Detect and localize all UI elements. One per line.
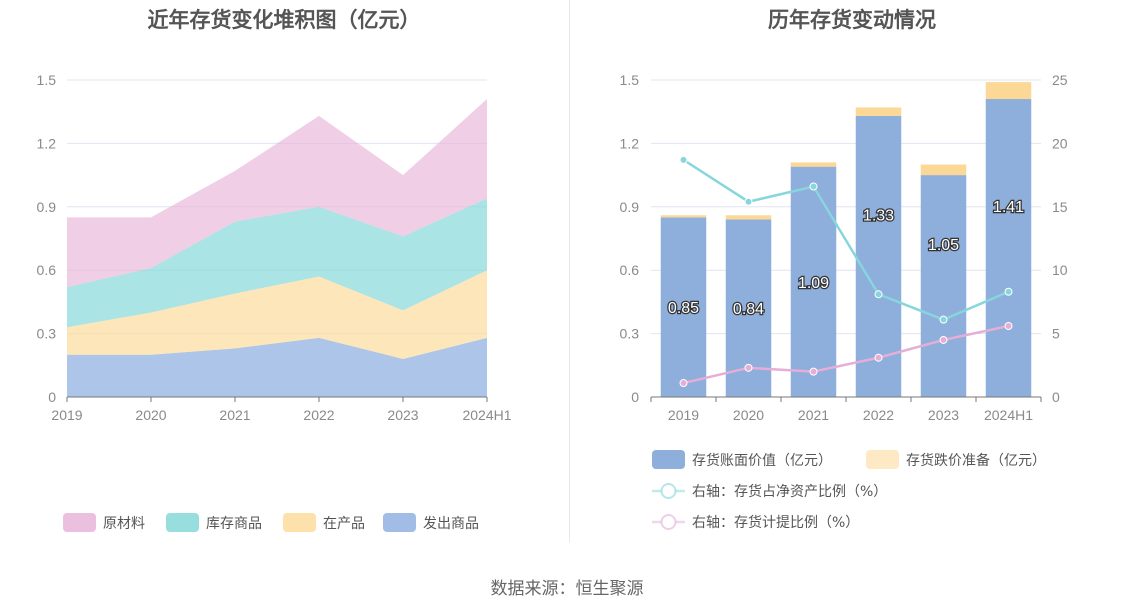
y2-tick-label: 20	[1052, 135, 1068, 151]
y-tick-label: 1.5	[37, 72, 57, 88]
x-tick-label: 2023	[387, 407, 418, 423]
y2-tick-label: 10	[1052, 262, 1068, 278]
legend-label: 发出商品	[423, 516, 479, 532]
x-tick-label: 2020	[733, 407, 764, 423]
line-point	[1004, 321, 1013, 330]
legend-label: 右轴：存货计提比例（%）	[692, 514, 859, 531]
legend-swatch	[283, 513, 316, 532]
y-tick-label: 0.3	[620, 326, 640, 342]
legend-label: 存货账面价值（亿元）	[692, 452, 832, 469]
legend-marker	[660, 483, 677, 499]
y2-tick-label: 5	[1052, 326, 1060, 342]
legend-marker	[660, 514, 677, 530]
line-point	[744, 197, 753, 206]
data-label: 1.05	[928, 237, 959, 254]
legend-swatch	[166, 513, 199, 532]
y-tick-label: 1.2	[620, 135, 640, 151]
legend-label: 库存商品	[206, 516, 262, 532]
y-tick-label: 1.2	[37, 135, 57, 151]
legend-label: 存货跌价准备（亿元）	[906, 452, 1046, 469]
x-tick-label: 2024H1	[462, 407, 511, 423]
y-tick-label: 0.6	[37, 262, 57, 278]
left-chart-title: 近年存货变化堆积图（亿元）	[147, 8, 421, 32]
line-point	[744, 363, 753, 372]
line-point	[809, 367, 818, 376]
legend-label: 原材料	[103, 516, 145, 532]
line-point	[679, 379, 688, 388]
line-point	[874, 290, 883, 299]
legend-swatch	[63, 513, 96, 532]
y2-tick-label: 25	[1052, 72, 1068, 88]
y-tick-label: 0.6	[620, 262, 640, 278]
bar-impairment	[725, 215, 772, 220]
line-series	[682, 158, 1009, 322]
y-tick-label: 0.9	[620, 199, 640, 215]
data-label: 0.84	[733, 301, 764, 318]
legend-swatch	[652, 450, 685, 469]
y-tick-label: 0	[48, 389, 56, 405]
legend-swatch	[383, 513, 416, 532]
line-point	[939, 335, 948, 344]
x-tick-label: 2020	[135, 407, 166, 423]
x-tick-label: 2022	[303, 407, 334, 423]
x-tick-label: 2024H1	[984, 407, 1033, 423]
x-tick-label: 2023	[928, 407, 959, 423]
area-series	[67, 270, 487, 359]
stacked-area-chart: 0 0.3 0.6 0.9 1.2 1.5 2019 2020 2021 2022 2023 2024…	[37, 72, 512, 532]
legend-label: 右轴：存货占净资产比例（%）	[692, 483, 887, 500]
legend-label: 在产品	[323, 516, 365, 532]
line-point	[939, 315, 948, 324]
y2-tick-label: 15	[1052, 199, 1068, 215]
line-point	[874, 353, 883, 362]
bar-book-value	[790, 166, 837, 397]
x-tick-label: 2021	[219, 407, 250, 423]
line-series	[683, 324, 1009, 385]
area-series	[67, 99, 487, 288]
bar-book-value	[985, 99, 1032, 398]
bar-impairment	[855, 107, 902, 116]
right-chart-title: 历年存货变动情况	[768, 8, 936, 32]
line-point	[1004, 287, 1013, 296]
y-tick-label: 0.9	[37, 199, 57, 215]
y-tick-label: 0.3	[37, 326, 57, 342]
x-tick-label: 2019	[51, 407, 82, 423]
data-label: 0.85	[668, 300, 699, 317]
bar-impairment	[920, 164, 967, 176]
line-point	[809, 182, 818, 191]
area-series	[67, 337, 487, 397]
bar-impairment	[660, 215, 707, 218]
y2-tick-label: 0	[1052, 389, 1060, 405]
bar-book-value	[725, 219, 772, 397]
y-tick-label: 1.5	[620, 72, 640, 88]
data-label: 1.09	[798, 275, 829, 292]
line-point	[679, 155, 688, 164]
x-tick-label: 2021	[798, 407, 829, 423]
x-tick-label: 2019	[668, 407, 699, 423]
x-tick-label: 2022	[863, 407, 894, 423]
panel-divider	[569, 0, 570, 542]
data-label: 1.33	[863, 207, 894, 224]
bar-impairment	[790, 162, 837, 167]
y-tick-label: 0	[631, 389, 639, 405]
bar-book-value	[855, 115, 902, 397]
bar-book-value	[920, 175, 967, 397]
data-source: 数据来源：恒生聚源	[490, 579, 644, 599]
legend-swatch	[866, 450, 899, 469]
bar-impairment	[985, 82, 1032, 100]
data-label: 1.41	[993, 199, 1024, 216]
area-series	[67, 198, 487, 328]
bar-book-value	[660, 217, 707, 397]
